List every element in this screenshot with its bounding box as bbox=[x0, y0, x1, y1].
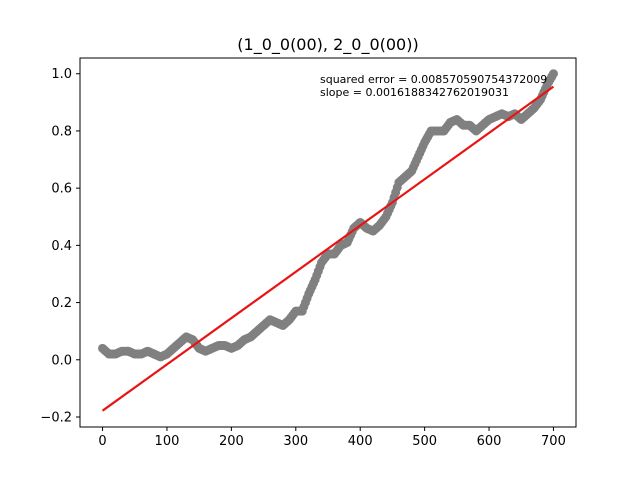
y-axis: −0.2 0.0 0.2 0.4 0.6 0.8 1.0 bbox=[40, 67, 80, 425]
data-point bbox=[548, 69, 558, 79]
plot-frame bbox=[79, 57, 577, 428]
chart-title: (1_0_0(00), 2_0_0(00)) bbox=[237, 35, 418, 55]
x-tick-label: 500 bbox=[412, 434, 437, 449]
y-tick-label: 1.0 bbox=[51, 67, 72, 82]
y-tick-label: 0.0 bbox=[51, 353, 72, 368]
x-tick-label: 400 bbox=[348, 434, 373, 449]
y-tick-label: −0.2 bbox=[40, 410, 72, 425]
y-tick-label: 0.6 bbox=[51, 182, 72, 197]
y-tick-label: 0.4 bbox=[51, 239, 72, 254]
scatter-points bbox=[98, 69, 558, 362]
x-axis: 0 100 200 300 400 500 600 700 bbox=[98, 427, 566, 449]
x-tick-label: 100 bbox=[155, 434, 180, 449]
slope-annotation: slope = 0.0016188342762019031 bbox=[320, 86, 509, 99]
x-tick-label: 300 bbox=[283, 434, 308, 449]
y-tick-label: 0.2 bbox=[51, 296, 72, 311]
fit-line bbox=[101, 85, 555, 412]
fit-line-layer bbox=[101, 85, 555, 412]
x-tick-label: 600 bbox=[477, 434, 502, 449]
squared-error-annotation: squared error = 0.008570590754372009 bbox=[320, 73, 547, 86]
x-tick-label: 0 bbox=[98, 434, 106, 449]
x-tick-label: 700 bbox=[541, 434, 566, 449]
x-tick-label: 200 bbox=[219, 434, 244, 449]
y-tick-label: 0.8 bbox=[51, 124, 72, 139]
